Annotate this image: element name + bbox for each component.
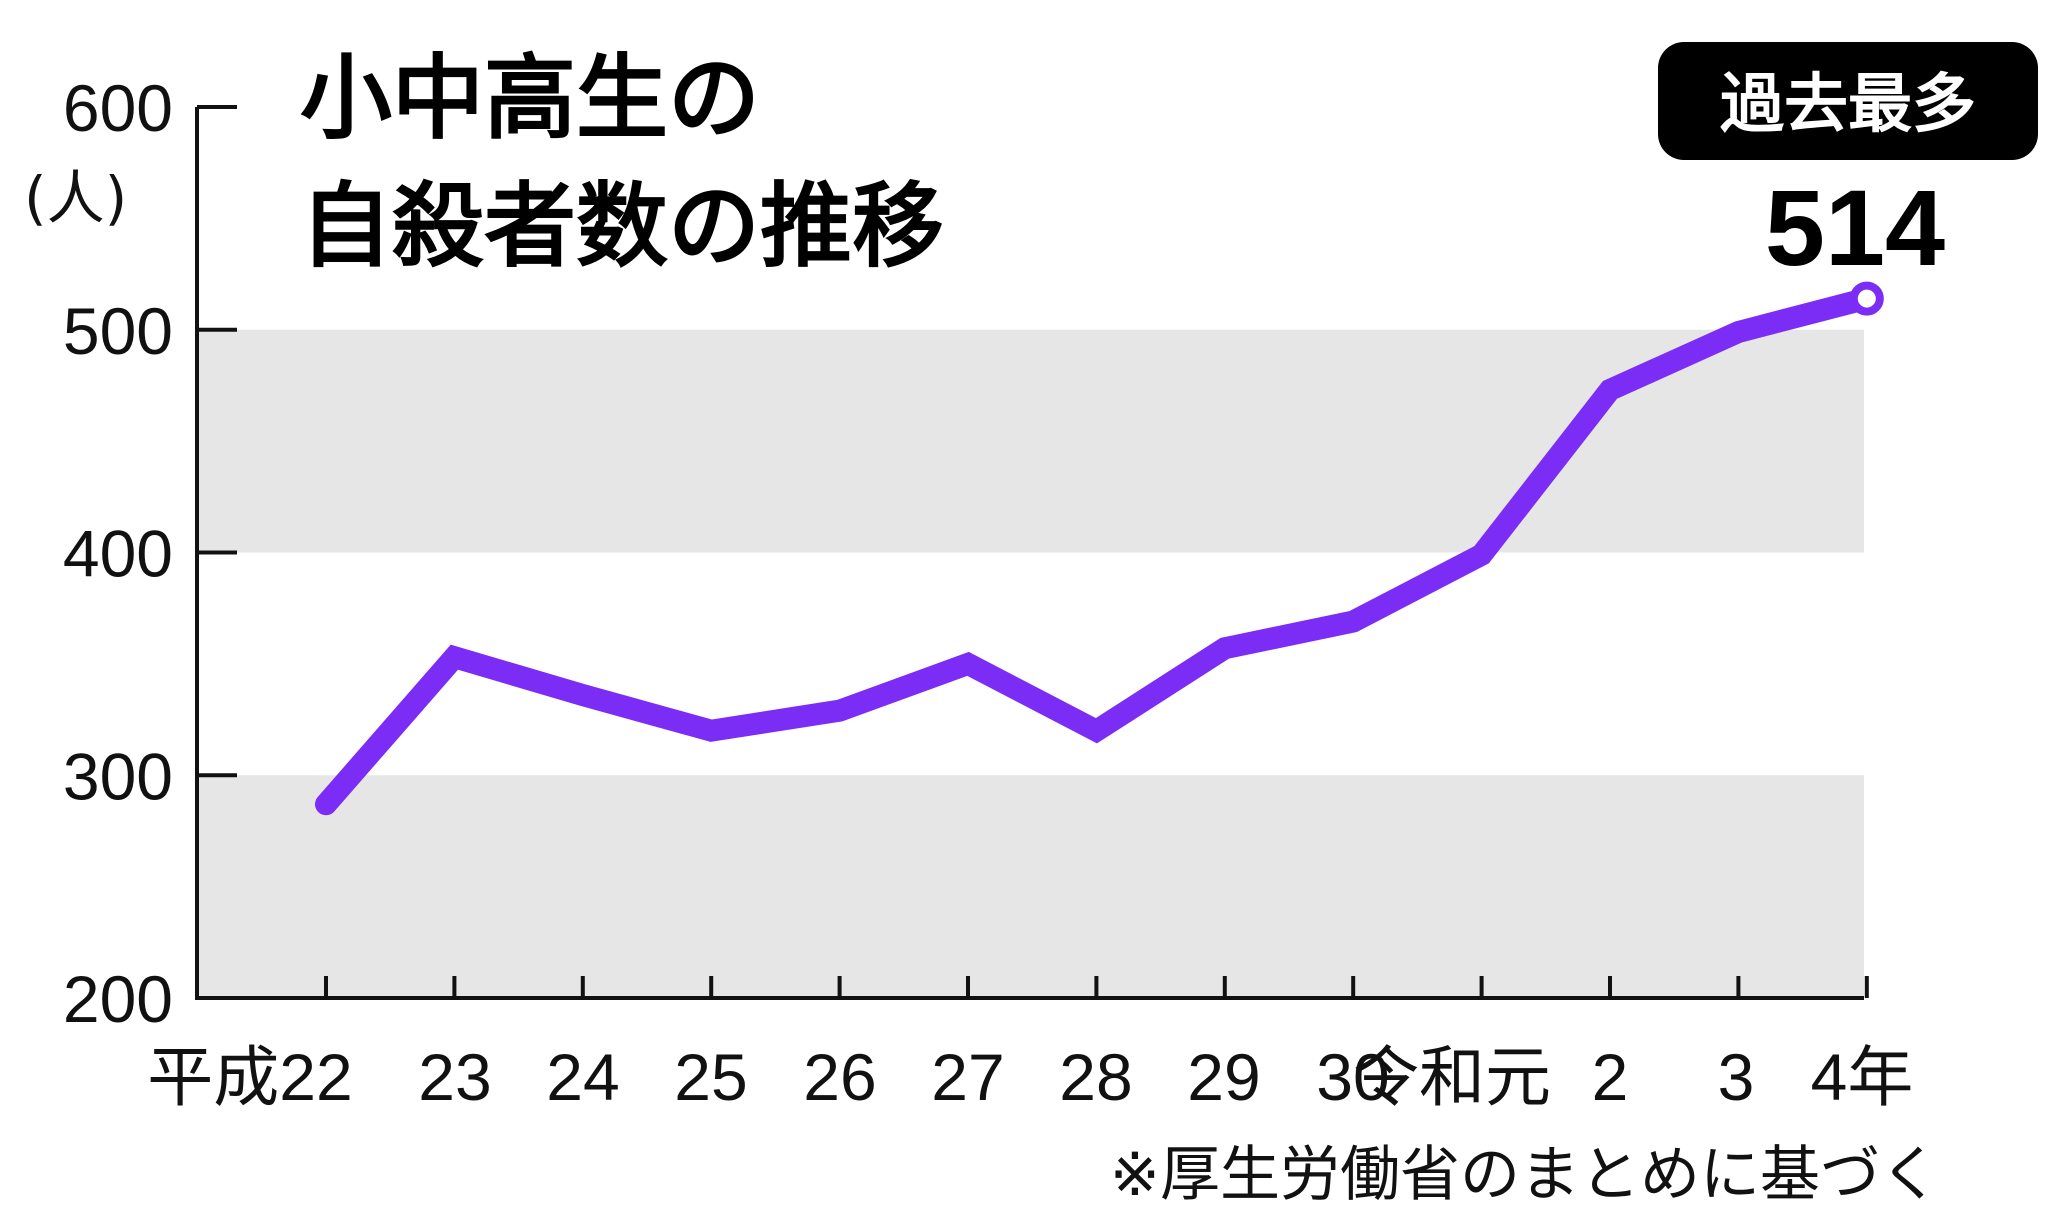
y-axis-unit-label: (人)	[24, 164, 127, 232]
chart-title-line-1: 小中高生の	[300, 45, 760, 152]
x-tick-label-9: 令和元	[1353, 1040, 1551, 1114]
y-tick-label-500: 500	[63, 294, 173, 368]
x-tick-label-1: 23	[418, 1040, 491, 1114]
x-tick-label-4: 26	[803, 1040, 876, 1114]
y-axis-ticks: 200 300 400 500 600	[63, 71, 237, 1036]
chart-title-line-2: 自殺者数の推移	[300, 173, 944, 280]
peak-point-marker	[1849, 281, 1884, 316]
x-tick-label-11: 3	[1718, 1040, 1755, 1114]
series-line	[315, 287, 1878, 816]
source-note: ※厚生労働省のまとめに基づく	[1110, 1140, 1940, 1210]
x-tick-label-6: 28	[1059, 1040, 1132, 1114]
grid-band-1	[197, 329, 1864, 553]
series-line-group	[315, 281, 1884, 816]
grid-bands	[197, 329, 1864, 998]
x-tick-label-0: 平成22	[147, 1040, 352, 1114]
y-tick-label-600: 600	[63, 71, 173, 145]
y-tick-label-300: 300	[63, 739, 173, 813]
x-tick-label-10: 2	[1592, 1040, 1629, 1114]
x-tick-label-8: 30	[1316, 1040, 1389, 1114]
y-tick-label-400: 400	[63, 517, 173, 591]
y-tick-label-200: 200	[63, 962, 173, 1036]
record-badge: 過去最多	[1658, 42, 2038, 160]
peak-value-label: 514	[1765, 167, 1945, 288]
x-tick-label-2: 24	[546, 1040, 619, 1114]
x-tick-label-7: 29	[1187, 1040, 1260, 1114]
grid-band-0	[197, 775, 1864, 998]
record-badge-label: 過去最多	[1720, 68, 1976, 142]
record-badge-background	[1658, 42, 2038, 160]
x-tick-label-3: 25	[674, 1040, 747, 1114]
x-tick-label-12: 4年	[1811, 1040, 1914, 1114]
x-tick-label-5: 27	[931, 1040, 1004, 1114]
